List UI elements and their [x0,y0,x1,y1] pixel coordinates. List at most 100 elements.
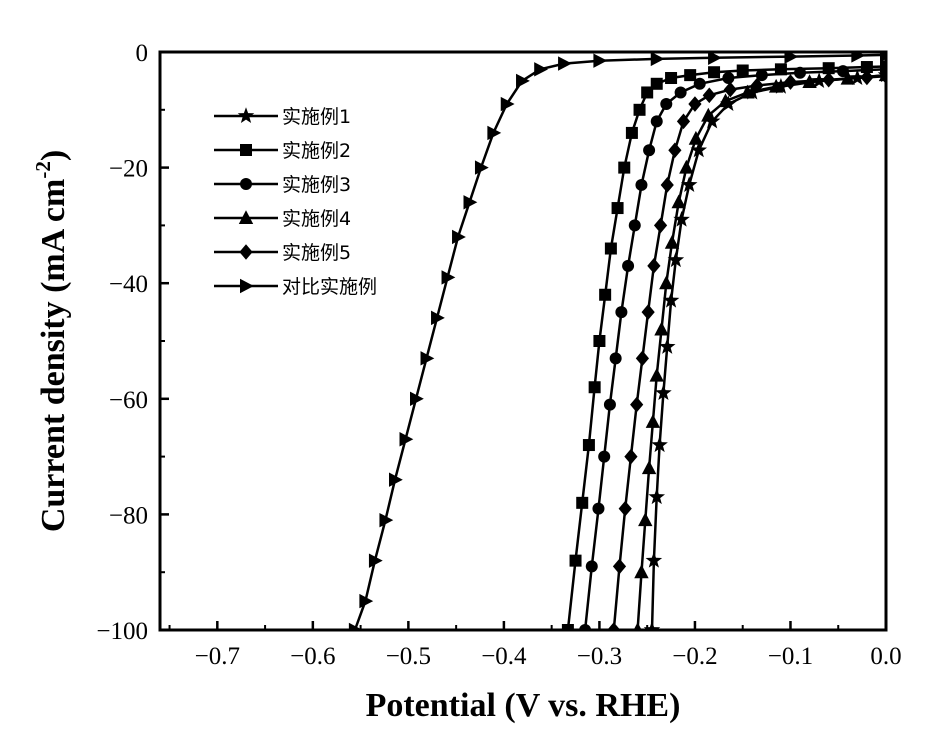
series-line [568,67,886,631]
series-layer [349,48,894,638]
data-point [501,97,515,111]
data-point [634,564,648,578]
data-point [650,368,664,382]
data-point [619,501,632,517]
legend-label: 实施例5 [282,242,351,264]
data-point [647,258,660,274]
data-point [615,306,627,318]
axis-layer: −0.7 −0.6 −0.5 −0.4 −0.3 −0.2 −0.1 0.0 0 −20 −40 −6… [96,40,901,670]
data-point [583,439,595,451]
data-point [613,559,626,575]
data-point [784,74,797,90]
y-tick-label: −20 [109,156,148,183]
data-point [679,160,693,174]
data-point [635,179,647,191]
data-point [651,115,663,127]
data-point [694,78,706,90]
series-line [638,75,886,630]
x-tick-label: −0.5 [386,643,431,670]
data-point [630,397,643,413]
data-point [668,142,681,158]
data-point [689,131,703,145]
data-point [703,88,716,104]
data-point [487,126,501,140]
x-tick-label: −0.2 [672,643,717,670]
y-axis-title: Current density (mA cm-2) [31,150,72,532]
data-point [794,67,806,79]
data-point [634,104,646,116]
data-point [708,66,720,78]
data-point [570,555,582,567]
series-line [585,69,886,630]
data-point [607,622,620,638]
data-point [684,69,696,81]
legend-label: 对比实施例 [282,276,377,298]
data-point [651,78,663,90]
data-point [654,218,667,234]
data-point [593,335,605,347]
series-1 [644,66,895,637]
x-tick-label: −0.6 [290,643,335,670]
data-point [651,52,665,66]
data-point [586,560,598,572]
x-axis-title: Potential (V vs. RHE) [366,687,681,724]
y-axis-title-superscript: -2 [31,161,55,179]
data-point [638,512,652,526]
x-tick-label: −0.4 [481,643,527,670]
x-tick-label: −0.7 [195,643,240,670]
data-point [642,304,655,320]
y-tick-label: −60 [109,387,148,414]
data-point [675,86,687,98]
plot-frame [160,52,886,630]
data-point [579,624,591,636]
x-tick-label: −0.3 [577,643,622,670]
data-point [660,98,672,110]
data-point [654,322,668,336]
series-2 [562,60,892,636]
data-point [534,62,548,76]
y-axis-title-close: ) [35,150,72,161]
data-point [624,449,637,465]
data-point [644,621,661,637]
legend-marker [238,107,255,123]
y-tick-label: −100 [96,618,148,645]
y-tick-label: −80 [109,502,148,529]
data-point [665,72,677,84]
legend-label: 实施例1 [282,106,351,128]
data-point [659,275,673,289]
data-point [618,162,630,174]
data-point [737,64,749,76]
series-line [355,55,886,630]
legend-marker [239,244,252,260]
legend: 实施例1实施例2实施例3实施例4实施例5对比实施例 [214,106,377,298]
legend-marker [240,144,252,156]
data-point [599,289,611,301]
data-point [643,144,655,156]
series-3 [579,63,892,636]
legend-label: 实施例4 [282,208,351,230]
data-point [598,451,610,463]
data-point [665,235,679,249]
data-point [610,352,622,364]
data-point [593,53,607,67]
legend-marker [240,178,252,190]
data-point [592,503,604,515]
data-point [558,56,572,70]
data-point [672,194,686,208]
data-point [576,497,588,509]
data-point [722,72,734,84]
data-point [612,202,624,214]
y-tick-label: 0 [136,40,149,67]
x-tick-label: 0.0 [870,643,901,670]
x-tick-label: −0.1 [768,643,813,670]
data-point [661,177,674,193]
data-point [646,414,660,428]
y-axis-title-main: Current density (mA cm [35,179,72,533]
data-point [589,381,601,393]
y-tick-label: −40 [109,271,148,298]
data-point [604,399,616,411]
data-point [851,48,865,62]
data-point [642,460,656,474]
data-point [636,351,649,367]
